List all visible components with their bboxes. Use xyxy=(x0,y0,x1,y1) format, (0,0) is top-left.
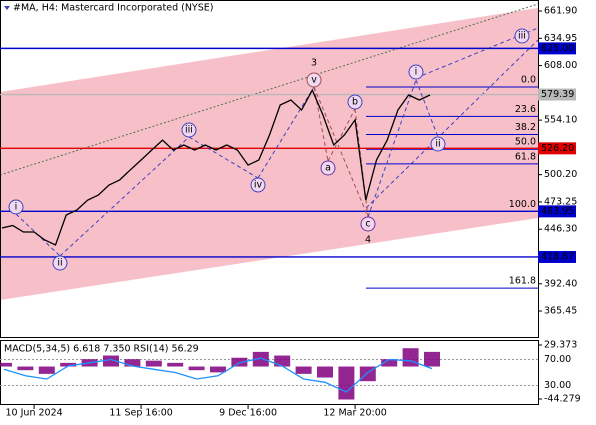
wave-line xyxy=(313,86,329,162)
chart-title: #MA, H4: Mastercard Incorporated (NYSE) xyxy=(13,3,213,14)
level-label: 579.39 xyxy=(541,89,574,100)
x-tick-label: 11 Sep 16:00 xyxy=(109,408,172,419)
level-badge xyxy=(538,42,576,55)
level-badge xyxy=(538,250,576,263)
macd-bar xyxy=(295,366,312,374)
wave-circle xyxy=(408,64,424,80)
fib-label: 23.6 xyxy=(515,104,536,115)
y-tick-label: 29.373 xyxy=(544,340,577,351)
macd-bar xyxy=(103,355,119,367)
wave-label: iii xyxy=(518,31,526,42)
macd-bar xyxy=(210,366,226,373)
y-tick-label: 392.40 xyxy=(544,278,577,289)
projection-line xyxy=(415,27,539,79)
wave-label: 3 xyxy=(311,58,317,69)
wave-circle xyxy=(430,136,446,152)
level-badge xyxy=(538,88,576,101)
level-label: 463.95 xyxy=(541,206,574,217)
projection-line xyxy=(365,39,539,209)
wave-line xyxy=(415,79,439,138)
macd-bar xyxy=(402,348,419,367)
y2-tick-label: 70.00 xyxy=(544,354,571,365)
wave-circle xyxy=(320,160,336,176)
wave-label: iv xyxy=(254,180,263,191)
x-tick-label: 12 Mar 20:00 xyxy=(323,408,386,419)
level-badge xyxy=(538,142,576,155)
macd-bar xyxy=(124,359,141,367)
y-tick-label: 554.10 xyxy=(544,115,577,126)
price-line xyxy=(1,88,431,246)
fib-label: 50.0 xyxy=(515,137,536,148)
macd-bar xyxy=(145,360,162,367)
wave-circle xyxy=(347,94,363,110)
level-label: 418.87 xyxy=(541,251,574,262)
wave-circle xyxy=(360,216,376,232)
wave-circle xyxy=(181,122,197,138)
level-label: 625.00 xyxy=(541,43,574,54)
macd-bar xyxy=(338,366,355,400)
wave-circle xyxy=(250,177,266,193)
wave-line xyxy=(257,86,315,179)
y-tick-label: 608.00 xyxy=(544,60,577,71)
symbol-icon xyxy=(4,6,10,10)
wave-circle xyxy=(306,72,322,88)
wave-label: ii xyxy=(435,139,440,150)
wave-line xyxy=(327,108,356,162)
wave-circle xyxy=(52,255,68,271)
fib-label: 161.8 xyxy=(509,276,536,287)
y-tick-label: 661.90 xyxy=(544,6,577,17)
y-tick-label: 446.30 xyxy=(544,224,577,235)
fib-label: 100.0 xyxy=(509,199,536,210)
macd-bar xyxy=(38,366,55,374)
x-tick-label: 10 Jun 2024 xyxy=(6,408,63,419)
wave-label: c xyxy=(365,219,370,230)
y-tick-label: 634.95 xyxy=(544,33,577,44)
macd-bar xyxy=(231,357,248,367)
wave-circle xyxy=(514,28,530,44)
y-tick-label: 500.20 xyxy=(544,169,577,180)
macd-bar xyxy=(317,366,333,378)
wave-label: i xyxy=(15,202,18,213)
macd-bar xyxy=(0,362,12,367)
indicator-frame xyxy=(0,340,539,405)
indicator-title: MACD(5,34,5) 6.618 7.350 RSI(14) 56.29 xyxy=(4,344,199,355)
macd-bar xyxy=(274,355,291,367)
wave-label: i xyxy=(415,67,418,78)
wave-label: b xyxy=(352,97,358,108)
macd-bar xyxy=(60,362,77,367)
rsi-line xyxy=(3,357,433,393)
macd-bar xyxy=(252,351,269,367)
wave-label: iii xyxy=(185,125,193,136)
fib-label: 0.0 xyxy=(521,75,536,86)
channel xyxy=(0,8,538,300)
wave-label: v xyxy=(311,75,317,86)
wave-line xyxy=(313,86,369,218)
macd-bar xyxy=(17,366,34,371)
wave-line xyxy=(59,136,190,257)
wave-label: ii xyxy=(57,258,62,269)
wave-line xyxy=(188,136,259,179)
macd-bar xyxy=(424,351,440,367)
x-tick-label: 9 Dec 16:00 xyxy=(219,408,277,419)
y-tick-label: 473.25 xyxy=(544,196,577,207)
fib-label: 38.2 xyxy=(515,122,536,133)
fib-label: 61.8 xyxy=(515,151,536,162)
y-tick-label: -44.279 xyxy=(544,393,581,404)
macd-bar xyxy=(188,366,205,371)
main-frame xyxy=(0,0,539,338)
wave-label: a xyxy=(325,163,331,174)
macd-bar xyxy=(381,359,398,367)
level-badge xyxy=(538,205,576,218)
wave-label: 4 xyxy=(365,235,371,246)
wave-circle xyxy=(8,199,24,215)
macd-bar xyxy=(167,362,184,367)
y-tick-label: 365.45 xyxy=(544,306,577,317)
y2-tick-label: 30.00 xyxy=(544,380,571,391)
level-label: 526.20 xyxy=(541,143,574,154)
wave-line xyxy=(367,79,417,218)
